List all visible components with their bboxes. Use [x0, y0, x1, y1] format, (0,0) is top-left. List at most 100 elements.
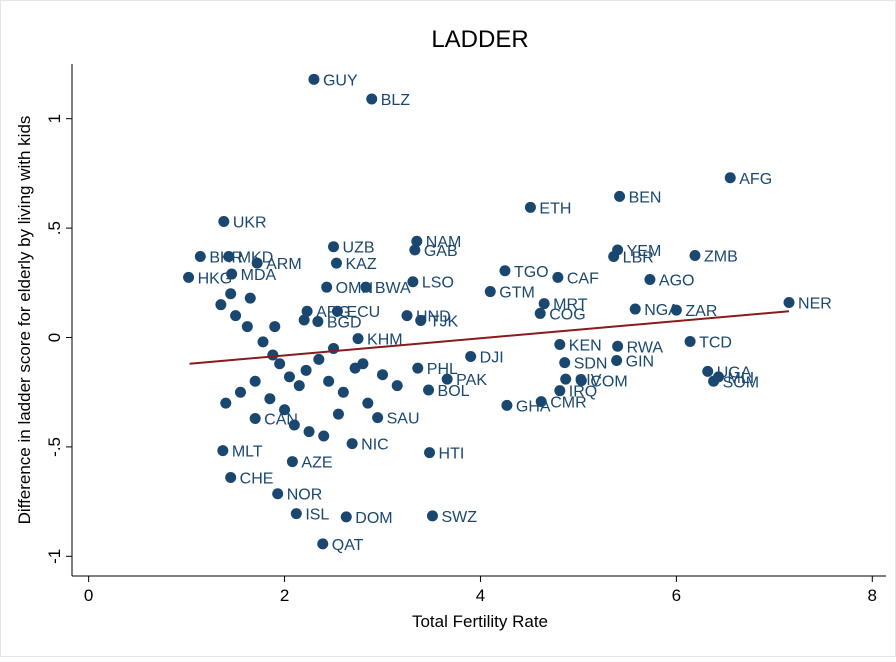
- point: [614, 190, 626, 202]
- point: [441, 373, 453, 385]
- point: [426, 510, 438, 522]
- point: [215, 299, 227, 311]
- chart-title: LADDER: [431, 26, 528, 53]
- point: [684, 335, 696, 347]
- point-label: NGA: [644, 302, 679, 319]
- point-label: ISL: [305, 507, 329, 524]
- point-label: GHA: [516, 398, 551, 415]
- point: [362, 397, 374, 409]
- x-axis-label: Total Fertility Rate: [412, 612, 548, 631]
- point: [218, 216, 230, 228]
- point-label: MRT: [553, 297, 588, 314]
- point: [424, 447, 436, 459]
- point: [249, 375, 261, 387]
- point-label: AZE: [301, 455, 332, 472]
- point-label: MLT: [232, 444, 263, 461]
- point-label: TGO: [514, 264, 549, 281]
- point-label: CHE: [240, 471, 274, 488]
- point: [279, 404, 291, 416]
- y-tick-label: -1: [45, 549, 64, 564]
- point-label: UKR: [233, 215, 267, 232]
- point-label: GUY: [323, 72, 358, 89]
- point: [644, 274, 656, 286]
- point: [534, 307, 546, 319]
- point: [340, 511, 352, 523]
- point-label: ECU: [346, 304, 380, 321]
- point-label: BEN: [629, 189, 662, 206]
- point-label: LSO: [422, 275, 454, 292]
- y-tick-label: 0: [45, 333, 64, 342]
- point-label: NOR: [287, 487, 323, 504]
- point-label: CAF: [567, 270, 599, 287]
- point: [552, 271, 564, 283]
- point: [611, 354, 623, 366]
- point: [323, 375, 335, 387]
- point-label: TCD: [699, 334, 732, 351]
- point: [575, 375, 587, 387]
- point-label: PHL: [427, 361, 458, 378]
- point-label: NAM: [426, 234, 462, 251]
- point: [689, 249, 701, 261]
- point: [290, 508, 302, 520]
- point-label: DOM: [355, 510, 392, 527]
- point: [274, 358, 286, 370]
- point-label: SAU: [387, 411, 420, 428]
- fit-line: [189, 310, 790, 365]
- point: [251, 257, 263, 269]
- point: [272, 488, 284, 500]
- point-label: GTM: [499, 285, 535, 302]
- point: [220, 397, 232, 409]
- point: [484, 286, 496, 298]
- point: [465, 351, 477, 363]
- point: [286, 456, 298, 468]
- point: [629, 303, 641, 315]
- point-label: KEN: [569, 338, 602, 355]
- x-tick-label: 8: [868, 586, 877, 605]
- point-label: MDA: [241, 267, 277, 284]
- point: [412, 362, 424, 374]
- point-label: ARM: [266, 256, 302, 273]
- point-label: DJI: [480, 350, 504, 367]
- point: [330, 257, 342, 269]
- point: [554, 339, 566, 351]
- point: [352, 333, 364, 345]
- y-tick-label: 1: [45, 114, 64, 123]
- point-label: UZB: [343, 240, 375, 257]
- point-label: KHM: [367, 332, 403, 349]
- point-label: KAZ: [345, 256, 376, 273]
- point: [391, 380, 403, 392]
- point-label: QAT: [332, 537, 364, 554]
- point: [535, 396, 547, 408]
- point: [225, 288, 237, 300]
- point-label: UGA: [717, 364, 752, 381]
- point: [415, 314, 427, 326]
- point-label: GIN: [626, 353, 654, 370]
- point: [407, 276, 419, 288]
- point-label: IRQ: [569, 384, 597, 401]
- point: [194, 251, 206, 263]
- y-tick-label: -.5: [45, 437, 64, 457]
- point: [234, 386, 246, 398]
- point: [360, 281, 372, 293]
- point: [783, 296, 795, 308]
- point: [423, 384, 435, 396]
- point: [346, 438, 358, 450]
- point-label: CIV: [575, 372, 602, 389]
- point: [303, 426, 315, 438]
- point: [264, 393, 276, 405]
- point: [559, 357, 571, 369]
- point: [183, 271, 195, 283]
- point: [288, 419, 300, 431]
- point: [670, 304, 682, 316]
- point-label: BWA: [375, 280, 411, 297]
- point: [612, 340, 624, 352]
- point-label: HKG: [198, 270, 233, 287]
- point-label: RWA: [627, 339, 664, 356]
- point: [223, 251, 235, 263]
- point-label: ETH: [539, 200, 571, 217]
- point: [308, 73, 320, 85]
- point: [225, 472, 237, 484]
- point-label: COM: [590, 374, 627, 391]
